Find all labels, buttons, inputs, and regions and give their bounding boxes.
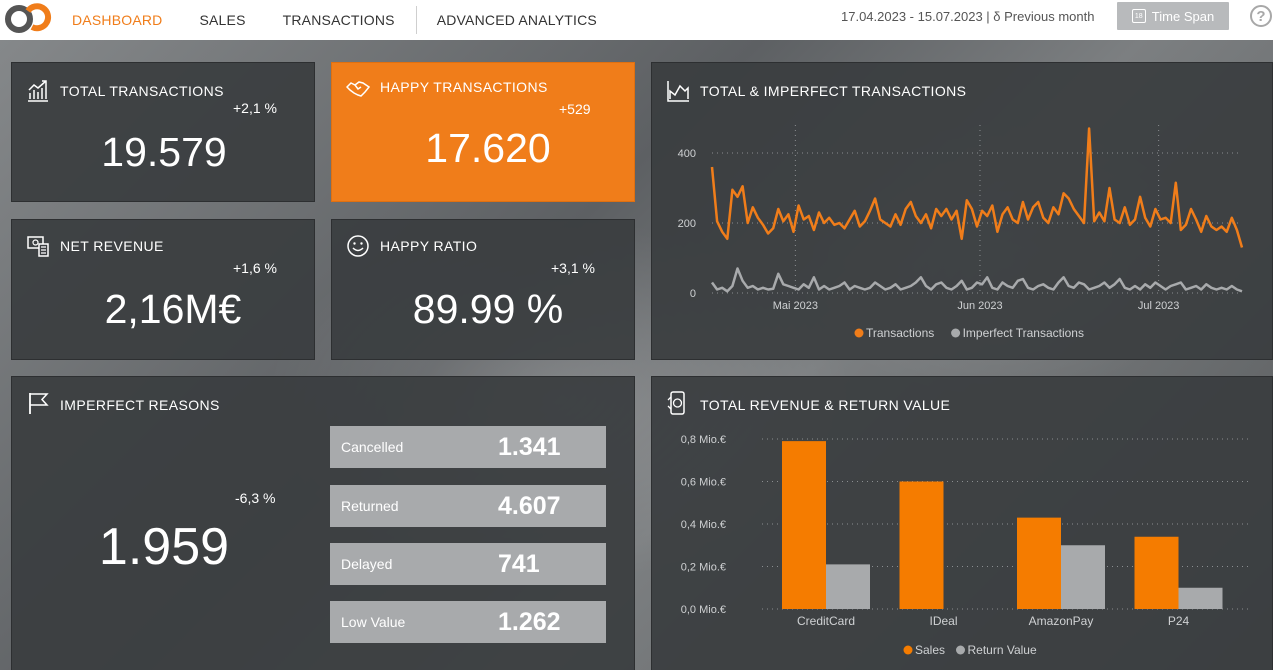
line-chart[interactable]: 0 200 400 Mai 2023 Jun 2023 Jul 2023 Transacti… bbox=[662, 115, 1262, 355]
bar bbox=[782, 441, 826, 609]
bar-chart[interactable]: 0,0 Mio.€ 0,2 Mio.€ 0,4 Mio.€ 0,6 Mio.€ 0,8 … bbox=[652, 425, 1262, 670]
nav-advanced-analytics[interactable]: ADVANCED ANALYTICS bbox=[436, 12, 597, 28]
reason-label: Low Value bbox=[341, 614, 406, 630]
delta-value: +3,1 % bbox=[551, 260, 595, 276]
legend-marker bbox=[854, 328, 864, 338]
delta-value: -6,3 % bbox=[235, 490, 276, 506]
legend: Transactions Imperfect Transactions bbox=[854, 326, 1084, 340]
legend-marker bbox=[951, 328, 961, 338]
bar bbox=[1178, 587, 1223, 609]
delta-value: +1,6 % bbox=[233, 260, 277, 276]
chart-title: TOTAL REVENUE & RETURN VALUE bbox=[700, 397, 951, 413]
kpi-value: 17.620 bbox=[425, 125, 551, 171]
top-bar: DASHBOARD SALES TRANSACTIONS ADVANCED AN… bbox=[0, 0, 1273, 40]
nav-transactions[interactable]: TRANSACTIONS bbox=[282, 12, 395, 28]
nav-dashboard[interactable]: DASHBOARD bbox=[72, 12, 163, 28]
card-title: NET REVENUE bbox=[60, 238, 164, 254]
card-title: HAPPY TRANSACTIONS bbox=[380, 79, 548, 95]
flag-icon bbox=[29, 393, 49, 414]
legend-label: Transactions bbox=[866, 326, 934, 340]
x-tick-label: IDeal bbox=[929, 614, 957, 628]
trend-chart-icon bbox=[28, 80, 48, 102]
kpi-value: 1.959 bbox=[98, 518, 230, 576]
bar bbox=[1017, 517, 1061, 609]
chart-title: TOTAL & IMPERFECT TRANSACTIONS bbox=[700, 83, 967, 99]
x-tick-label: P24 bbox=[1168, 614, 1190, 628]
help-icon[interactable]: ? bbox=[1250, 5, 1272, 27]
y-tick-label: 0,8 Mio.€ bbox=[681, 434, 726, 446]
kpi-value: 2,16M€ bbox=[104, 286, 242, 332]
phone-refund-icon bbox=[667, 391, 685, 415]
x-tick-label: Jul 2023 bbox=[1138, 300, 1180, 312]
smiley-icon bbox=[347, 235, 369, 257]
reason-row-cancelled[interactable]: Cancelled 1.341 bbox=[330, 426, 606, 468]
y-tick-label: 0,0 Mio.€ bbox=[681, 604, 726, 616]
card-title: TOTAL TRANSACTIONS bbox=[60, 83, 224, 99]
card-total-imperfect-chart[interactable]: TOTAL & IMPERFECT TRANSACTIONS 0 200 400 Ma… bbox=[651, 62, 1273, 360]
bar bbox=[1061, 545, 1105, 609]
card-happy-transactions[interactable]: HAPPY TRANSACTIONS +529 17.620 bbox=[331, 62, 635, 202]
main-nav: DASHBOARD SALES TRANSACTIONS ADVANCED AN… bbox=[72, 0, 634, 40]
x-tick-label: AmazonPay bbox=[1029, 614, 1094, 628]
y-tick-label: 0,6 Mio.€ bbox=[681, 477, 726, 489]
legend-marker bbox=[903, 645, 913, 655]
nav-divider bbox=[415, 6, 417, 34]
y-tick-label: 0,2 Mio.€ bbox=[681, 562, 726, 574]
card-title: HAPPY RATIO bbox=[380, 238, 478, 254]
time-span-label: Time Span bbox=[1151, 8, 1215, 24]
y-tick-label: 200 bbox=[678, 218, 696, 230]
reason-value: 4.607 bbox=[498, 491, 561, 520]
reason-value: 1.341 bbox=[498, 432, 561, 461]
x-tick-label: Jun 2023 bbox=[957, 300, 1002, 312]
handshake-icon bbox=[346, 81, 370, 97]
delta-value: +529 bbox=[559, 101, 591, 117]
series-line bbox=[710, 267, 1243, 293]
reason-value: 741 bbox=[498, 549, 540, 578]
delta-value: +2,1 % bbox=[233, 100, 277, 116]
y-tick-label: 0,4 Mio.€ bbox=[681, 519, 726, 531]
reason-value: 1.262 bbox=[498, 607, 561, 636]
legend-label: Sales bbox=[915, 643, 945, 657]
legend-marker bbox=[956, 645, 965, 655]
card-total-transactions[interactable]: TOTAL TRANSACTIONS +2,1 % 19.579 bbox=[11, 62, 315, 202]
bar bbox=[826, 564, 870, 609]
card-happy-ratio[interactable]: HAPPY RATIO +3,1 % 89.99 % bbox=[331, 219, 635, 360]
reason-row-delayed[interactable]: Delayed 741 bbox=[330, 543, 606, 585]
legend-label: Imperfect Transactions bbox=[963, 326, 1084, 340]
legend: Sales Return Value bbox=[903, 643, 1037, 657]
series-line bbox=[710, 127, 1244, 248]
calendar-icon: 18 bbox=[1131, 9, 1146, 23]
y-tick-label: 400 bbox=[678, 148, 696, 160]
x-tick-label: Mai 2023 bbox=[773, 300, 818, 312]
card-revenue-return-chart[interactable]: TOTAL REVENUE & RETURN VALUE 0,0 Mio.€ 0,… bbox=[651, 376, 1273, 670]
time-span-button[interactable]: 18 Time Span bbox=[1117, 2, 1229, 30]
nav-sales[interactable]: SALES bbox=[199, 12, 246, 28]
reason-row-low-value[interactable]: Low Value 1.262 bbox=[330, 601, 606, 643]
reason-row-returned[interactable]: Returned 4.607 bbox=[330, 485, 606, 527]
card-title: IMPERFECT REASONS bbox=[60, 397, 220, 413]
date-range-text: 17.04.2023 - 15.07.2023 | δ Previous mon… bbox=[841, 9, 1095, 24]
app-logo-icon[interactable] bbox=[2, 3, 52, 35]
bar bbox=[1134, 536, 1179, 609]
reason-label: Returned bbox=[341, 498, 399, 514]
legend-label: Return Value bbox=[968, 643, 1037, 657]
card-net-revenue[interactable]: NET REVENUE +1,6 % 2,16M€ bbox=[11, 219, 315, 360]
bar bbox=[899, 481, 944, 609]
kpi-value: 89.99 % bbox=[412, 286, 564, 332]
area-chart-icon bbox=[667, 81, 689, 102]
y-tick-label: 0 bbox=[690, 288, 696, 300]
money-icon bbox=[27, 236, 49, 257]
reason-label: Delayed bbox=[341, 556, 393, 572]
kpi-value: 19.579 bbox=[101, 129, 227, 175]
reason-label: Cancelled bbox=[341, 439, 404, 455]
x-tick-label: CreditCard bbox=[797, 614, 855, 628]
